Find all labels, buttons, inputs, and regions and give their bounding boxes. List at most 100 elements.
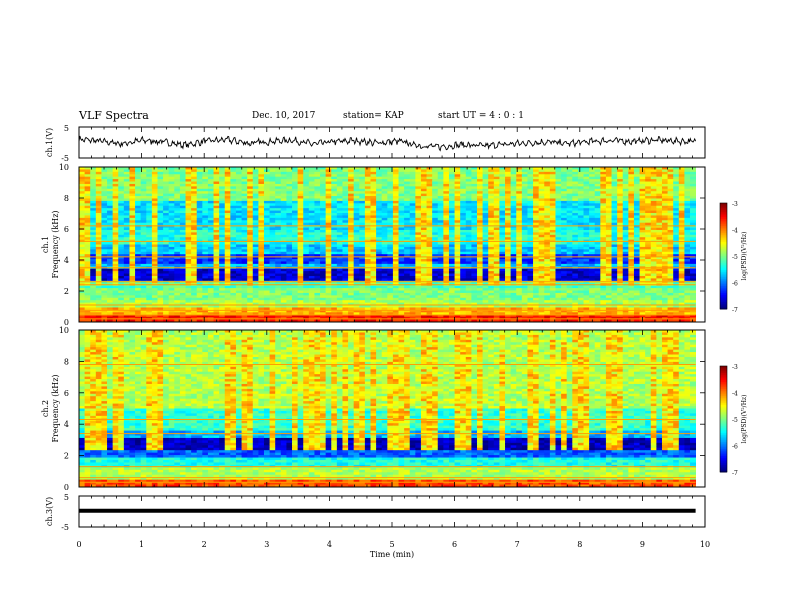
ch1-spec-cell bbox=[522, 172, 528, 175]
ch1-spec-cell bbox=[359, 215, 365, 218]
ch1-spec-cell bbox=[163, 208, 169, 211]
ch1-spec-cell bbox=[258, 249, 264, 252]
ch1-spec-cell bbox=[449, 177, 455, 180]
ch1-spec-cell bbox=[656, 252, 662, 255]
ch1-spec-cell bbox=[584, 242, 590, 245]
ch1-spec-cell bbox=[101, 220, 107, 223]
ch1-spec-cell bbox=[567, 191, 573, 194]
ch1-spec-cell bbox=[113, 230, 119, 233]
ch1-spec-cell bbox=[539, 186, 545, 189]
ch1-spec-cell bbox=[516, 174, 522, 177]
ch1-spec-cell bbox=[225, 230, 231, 233]
ch1-spec-cell bbox=[326, 203, 332, 206]
ch1-spec-cell bbox=[225, 189, 231, 192]
ch1-spec-cell bbox=[488, 247, 494, 250]
ch1-spec-cell bbox=[438, 235, 444, 238]
ch1-spec-cell bbox=[247, 189, 253, 192]
ch1-spec-cell bbox=[281, 213, 287, 216]
ch1-spec-cell bbox=[286, 211, 292, 214]
ch1-spec-cell bbox=[567, 271, 573, 274]
ch1-spec-cell bbox=[326, 211, 332, 214]
ch1-spec-cell bbox=[544, 201, 550, 204]
ch1-spec-cell bbox=[264, 274, 270, 277]
ch1-spec-cell bbox=[90, 172, 96, 175]
ch1-spec-cell bbox=[634, 228, 640, 231]
ch1-spec-cell bbox=[477, 211, 483, 214]
ch1-spec-cell bbox=[208, 172, 214, 175]
ch1-spec-cell bbox=[376, 245, 382, 248]
ch1-spec-cell bbox=[113, 206, 119, 209]
ch1-spec-cell bbox=[174, 211, 180, 214]
ch1-spec-cell bbox=[169, 201, 175, 204]
ch1-spec-cell bbox=[191, 242, 197, 245]
ch1-spec-cell bbox=[634, 232, 640, 235]
ch1-spec-cell bbox=[438, 237, 444, 240]
ch1-spec-cell bbox=[410, 235, 416, 238]
ch1-spec-cell bbox=[152, 230, 158, 233]
ch1-spec-cell bbox=[337, 228, 343, 231]
ch1-spec-cell bbox=[656, 259, 662, 262]
ch1-spec-cell bbox=[651, 264, 657, 267]
ch1-spec-cell bbox=[589, 203, 595, 206]
ch1-spec-cell bbox=[432, 218, 438, 221]
ch1-spec-cell bbox=[584, 271, 590, 274]
ch1-spec-cell bbox=[174, 179, 180, 182]
ch1-spec-cell bbox=[219, 169, 225, 172]
ch1-spec-cell bbox=[320, 252, 326, 255]
ch1-spec-cell bbox=[107, 194, 113, 197]
ch1-spec-cell bbox=[342, 172, 348, 175]
ch1-spec-cell bbox=[606, 198, 612, 201]
ch1-spec-cell bbox=[612, 198, 618, 201]
ch1-spec-cell bbox=[393, 177, 399, 180]
ch1-spec-cell bbox=[197, 218, 203, 221]
ch1-spec-cell bbox=[668, 184, 674, 187]
ch1-spec-cell bbox=[303, 191, 309, 194]
ch1-spec-cell bbox=[225, 169, 231, 172]
ch1-spec-cell bbox=[634, 223, 640, 226]
ch1-spec-cell bbox=[455, 203, 461, 206]
ch1-spec-cell bbox=[124, 174, 130, 177]
ch1-spec-cell bbox=[668, 230, 674, 233]
ch1-spec-cell bbox=[584, 213, 590, 216]
ch1-spec-cell bbox=[135, 208, 141, 211]
ch1-spec-cell bbox=[690, 245, 696, 248]
ch1-spec-cell bbox=[578, 177, 584, 180]
ch1-spec-cell bbox=[443, 223, 449, 226]
ch1-spec-cell bbox=[337, 245, 343, 248]
ch1-spec-cell bbox=[292, 247, 298, 250]
ch1-spec-cell bbox=[427, 172, 433, 175]
ch1-spec-cell bbox=[113, 184, 119, 187]
ch1-spec-cell bbox=[146, 186, 152, 189]
ch1-spec-cell bbox=[292, 249, 298, 252]
ch1-spec-cell bbox=[415, 182, 421, 185]
ch1-spec-cell bbox=[662, 198, 668, 201]
ch1-spec-cell bbox=[511, 223, 517, 226]
ch1-spec-cell bbox=[113, 252, 119, 255]
ch1-spec-cell bbox=[449, 174, 455, 177]
ch1-spec-cell bbox=[101, 201, 107, 204]
ch1-spec-cell bbox=[146, 177, 152, 180]
ch1-spec-cell bbox=[186, 201, 192, 204]
ch1-spec-cell bbox=[107, 203, 113, 206]
ch1-spec-cell bbox=[488, 211, 494, 214]
ch1-spec-cell bbox=[230, 247, 236, 250]
ch1-spec-cell bbox=[382, 198, 388, 201]
ch1-spec-cell bbox=[584, 177, 590, 180]
ch1-spec-cell bbox=[253, 230, 259, 233]
ch1-spec-cell bbox=[393, 191, 399, 194]
ch1-spec-cell bbox=[359, 269, 365, 272]
ch1-spec-cell bbox=[640, 247, 646, 250]
ch1-spec-cell bbox=[275, 203, 281, 206]
ch1-spec-cell bbox=[129, 252, 135, 255]
ch1-spec-cell bbox=[690, 206, 696, 209]
ch1-spec-cell bbox=[679, 271, 685, 274]
ch1-spec-cell bbox=[668, 172, 674, 175]
ch1-spec-cell bbox=[679, 247, 685, 250]
ch1-spec-cell bbox=[152, 177, 158, 180]
ch1-spec-cell bbox=[640, 206, 646, 209]
ch1-spec-cell bbox=[96, 169, 102, 172]
ch1-spec-cell bbox=[634, 208, 640, 211]
ch1-spec-cell bbox=[533, 237, 539, 240]
ch1-spec-cell bbox=[443, 186, 449, 189]
ch1-spec-cell bbox=[96, 184, 102, 187]
